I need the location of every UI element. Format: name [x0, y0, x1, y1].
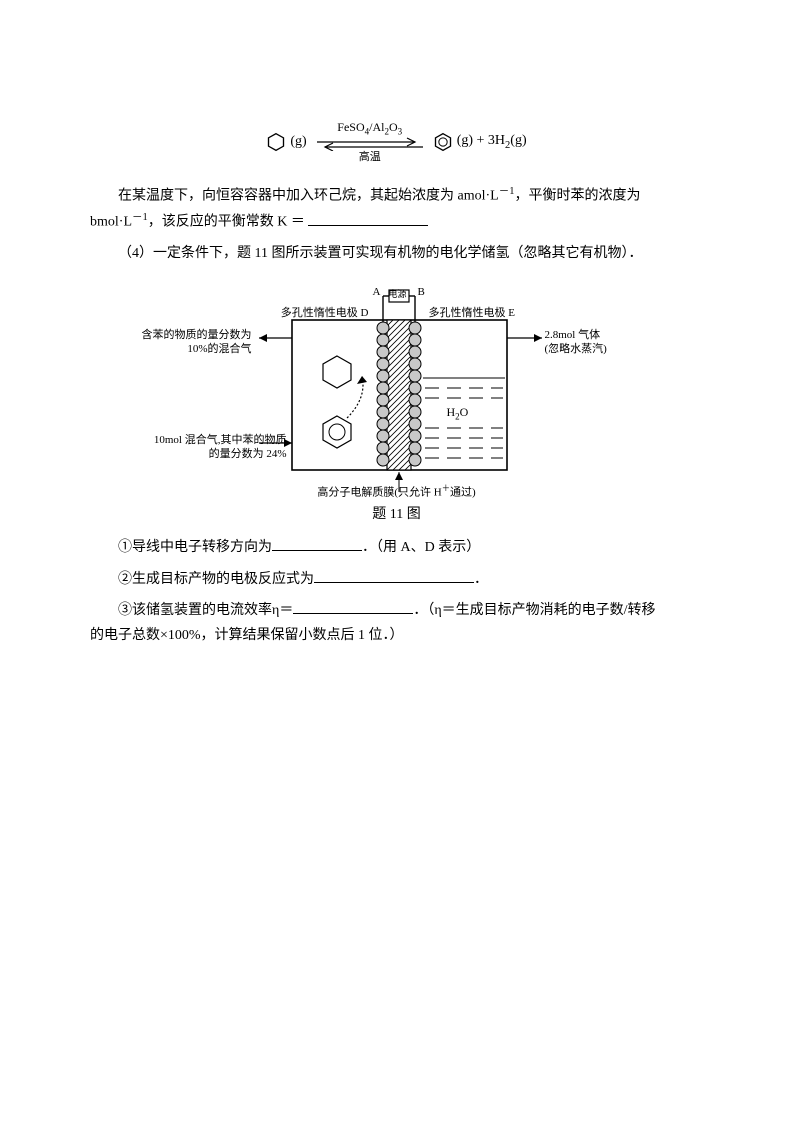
paragraph-equilibrium-k: bmol·L－1，该反应的平衡常数 K ＝ [90, 209, 703, 235]
equation-left-g: (g) [290, 129, 306, 154]
equation-row: (g) FeSO4/Al2O3 高温 (g) + 3H2(g) [90, 120, 703, 163]
equation-products: (g) + 3H2(g) [457, 128, 527, 156]
blank-q2 [314, 569, 474, 583]
label-left-bottom: 10mol 混合气,其中苯的物质 的量分数为 24% [127, 433, 287, 462]
question-3-line2: 的电子总数×100%，计算结果保留小数点后 1 位．） [90, 623, 703, 648]
question-3-line1: ③该储氢装置的电流效率η＝．（η＝生成目标产物消耗的电子数/转移 [90, 598, 703, 623]
cyclohexane-icon [266, 132, 286, 152]
equation-catalyst: FeSO4/Al2O3 [337, 120, 402, 137]
label-right-top: 2.8mol 气体 (忽略水蒸汽) [545, 328, 607, 357]
label-A: A [373, 285, 381, 299]
device-svg [147, 278, 647, 498]
blank-q1 [272, 537, 362, 551]
label-membrane: 高分子电解质膜(只允许 H＋通过) [147, 484, 647, 500]
device-diagram: A B 电源 多孔性惰性电极 D 多孔性惰性电极 E 含苯的物质的量分数为 10… [147, 278, 647, 498]
equilibrium-arrow-icon [315, 137, 425, 151]
label-left-top: 含苯的物质的量分数为 10%的混合气 [122, 328, 252, 357]
figure-caption: 题 11 图 [90, 502, 703, 527]
equation-condition: 高温 [359, 151, 381, 163]
benzene-icon [433, 132, 453, 152]
paragraph-4: （4）一定条件下，题 11 图所示装置可实现有机物的电化学储氢（忽略其它有机物）… [90, 241, 703, 266]
equation-arrow-block: FeSO4/Al2O3 高温 [315, 120, 425, 163]
question-2: ②生成目标产物的电极反应式为． [90, 567, 703, 592]
label-h2o: H2O [447, 405, 469, 423]
label-electrode-d: 多孔性惰性电极 D [281, 306, 369, 320]
blank-k [308, 212, 428, 226]
label-B: B [418, 285, 425, 299]
blank-q3 [293, 600, 413, 614]
label-power: 电源 [389, 289, 407, 301]
paragraph-initial-conc: 在某温度下，向恒容容器中加入环己烷，其起始浓度为 amol·L－1，平衡时苯的浓… [90, 183, 703, 209]
label-electrode-e: 多孔性惰性电极 E [429, 306, 515, 320]
question-1: ①导线中电子转移方向为．（用 A、D 表示） [90, 535, 703, 560]
